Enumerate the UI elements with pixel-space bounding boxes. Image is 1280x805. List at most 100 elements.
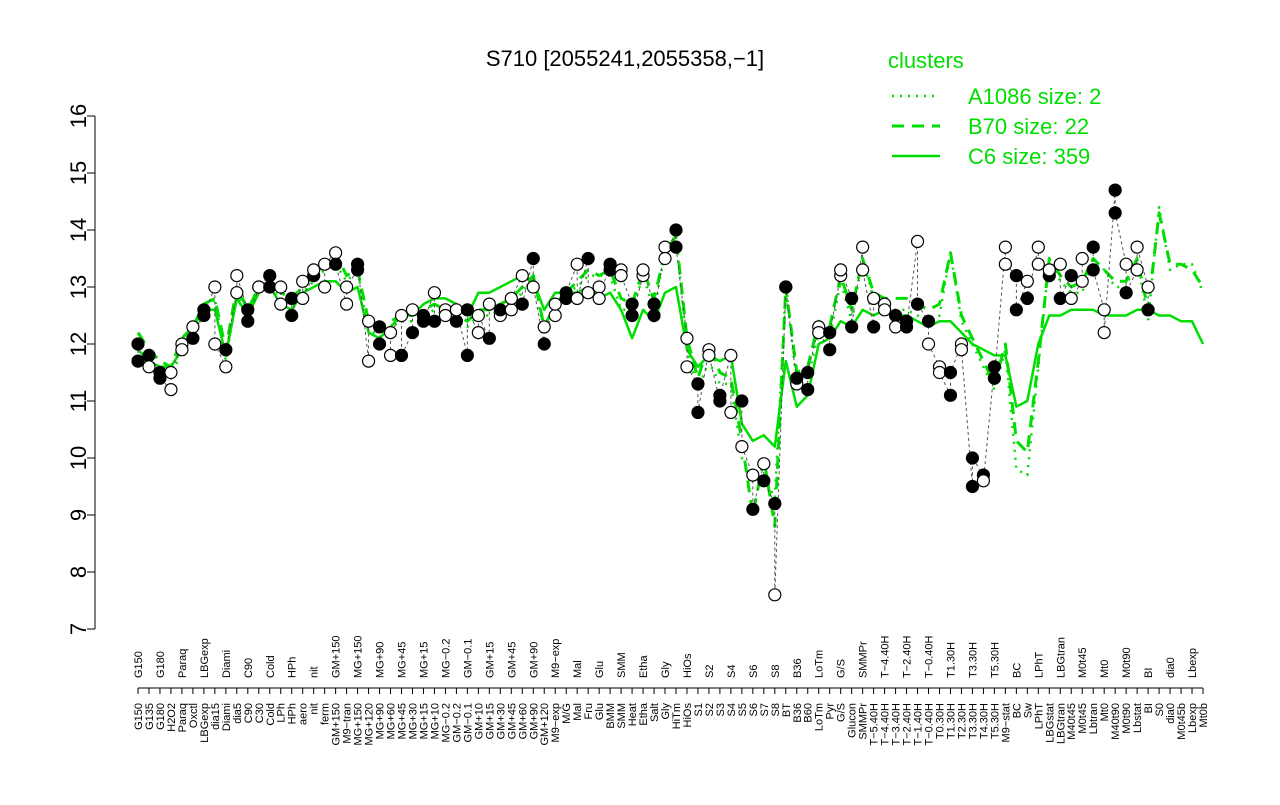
data-point-filled: [845, 320, 859, 334]
data-point-filled: [823, 326, 837, 340]
data-point-open: [548, 308, 562, 323]
x-tick-label: Paraq: [177, 703, 189, 732]
x-tick-label: nit: [309, 703, 321, 715]
x-tick-label-upper: T1.30H: [945, 642, 957, 678]
data-point-open: [1075, 251, 1089, 266]
data-point-open: [856, 240, 870, 254]
data-point-open: [449, 303, 464, 317]
data-point-open: [1053, 257, 1067, 271]
x-tick-label: LoTm: [814, 703, 826, 731]
x-tick-label: GM−0.1: [462, 703, 474, 742]
data-point-filled: [559, 286, 573, 300]
x-tick-label: S1: [693, 703, 705, 716]
x-tick-label: Lbexp: [1187, 703, 1199, 733]
x-tick-label: MG+45: [397, 703, 409, 739]
x-tick-label-upper: LPhT: [1033, 651, 1045, 678]
x-tick-label: S8: [770, 703, 782, 716]
x-tick-label-upper: Mal: [572, 660, 584, 678]
x-tick-label-upper: SMM: [616, 652, 628, 678]
y-tick-label: 15: [66, 161, 91, 185]
x-tick-label: LPhT: [1033, 703, 1045, 730]
data-point-filled: [460, 348, 474, 362]
data-point-filled: [372, 337, 387, 351]
x-tick-label-upper: Mt0: [1099, 660, 1111, 678]
x-tick-label: T0.30H: [934, 703, 946, 739]
data-point-open: [383, 348, 398, 362]
data-point-open: [724, 348, 738, 362]
data-point-filled: [460, 303, 474, 317]
data-point-open: [768, 588, 782, 602]
data-point-open: [614, 269, 628, 283]
x-tick-label: T−2.40H: [902, 703, 914, 746]
x-tick-label-upper: T−0.40H: [924, 635, 936, 678]
data-point-filled: [493, 303, 507, 317]
x-tick-label-upper: GM+45: [506, 642, 518, 678]
data-point-open: [834, 263, 848, 277]
data-point-open: [1130, 240, 1144, 254]
data-point-open: [526, 280, 540, 294]
data-point-filled: [131, 337, 145, 351]
x-tick-label-upper: Lbexp: [1187, 648, 1199, 678]
data-point-filled: [943, 365, 958, 380]
x-tick-label: G180: [155, 703, 167, 730]
x-tick-label: S2: [704, 703, 716, 716]
x-tick-label: GM+150: [331, 703, 343, 746]
data-point-filled: [943, 388, 958, 402]
data-point-filled: [526, 251, 540, 266]
y-tick-label: 12: [66, 332, 91, 356]
data-point-filled: [537, 337, 551, 351]
data-point-open: [361, 354, 376, 368]
x-tick-label: T−0.40H: [924, 703, 936, 746]
x-tick-label-upper: S2: [704, 665, 716, 678]
x-tick-label-upper: SMMPr: [858, 641, 870, 678]
x-tick-label-upper: MG+90: [375, 642, 387, 678]
x-tick-label: S3: [715, 703, 727, 716]
data-point-open: [856, 263, 870, 277]
x-tick-label-upper: T3.30H: [967, 642, 979, 678]
x-tick-label: GM+10: [473, 703, 485, 739]
data-point-open: [724, 405, 738, 419]
x-tick-label: M40t45: [1066, 703, 1078, 740]
data-point-open: [877, 303, 892, 317]
y-axis: 7 8 9 10 11 12 13 14 15 16: [66, 104, 96, 635]
data-point-filled: [910, 297, 925, 311]
data-points: [131, 183, 1155, 602]
x-tick-label-upper: Diami: [221, 650, 233, 678]
x-tick-label: Oxctl: [188, 703, 200, 728]
x-tick-label: Gly: [660, 703, 672, 720]
data-point-open: [910, 234, 925, 248]
data-point-filled: [153, 371, 167, 385]
legend-label: C6 size: 359: [968, 144, 1090, 169]
x-tick-label: T−1.40H: [913, 703, 925, 746]
x-tick-label-upper: BC: [1011, 663, 1023, 678]
x-tick-label: MG+150: [353, 703, 365, 746]
x-tick-label: Sw: [1022, 703, 1034, 718]
data-point-open: [142, 360, 156, 374]
x-tick-label: Diami: [221, 703, 233, 731]
x-tick-label-upper: G/S: [836, 659, 848, 678]
x-tick-label-upper: T−2.40H: [902, 635, 914, 678]
legend-label: B70 size: 22: [968, 114, 1089, 139]
data-point-filled: [757, 474, 771, 488]
data-point-filled: [965, 451, 980, 465]
y-tick-label: 10: [66, 446, 91, 470]
x-tick-label-upper: Gly: [660, 661, 672, 678]
data-point-open: [746, 468, 760, 482]
data-point-open: [1075, 274, 1089, 288]
y-tick-label: 8: [66, 566, 91, 578]
x-tick-label-upper: S4: [726, 665, 738, 678]
x-axis: G150G150G135G180G180H2O2ParaqParaqOxctlL…: [133, 635, 1210, 745]
x-tick-label: SMM: [616, 703, 628, 729]
x-tick-label-upper: T5.30H: [989, 642, 1001, 678]
data-point-open: [954, 343, 969, 357]
data-point-open: [504, 291, 518, 305]
x-tick-label: ferm: [320, 703, 332, 725]
x-tick-label-upper: G150: [133, 651, 145, 678]
data-point-open: [867, 291, 881, 305]
data-point-filled: [263, 280, 277, 294]
x-tick-label-upper: LBGexp: [199, 638, 211, 678]
data-point-filled: [1009, 303, 1023, 317]
x-tick-label-upper: T−4.40H: [880, 635, 892, 678]
x-tick-label: S0: [1154, 703, 1166, 716]
x-tick-label: LBGexp: [199, 703, 211, 743]
